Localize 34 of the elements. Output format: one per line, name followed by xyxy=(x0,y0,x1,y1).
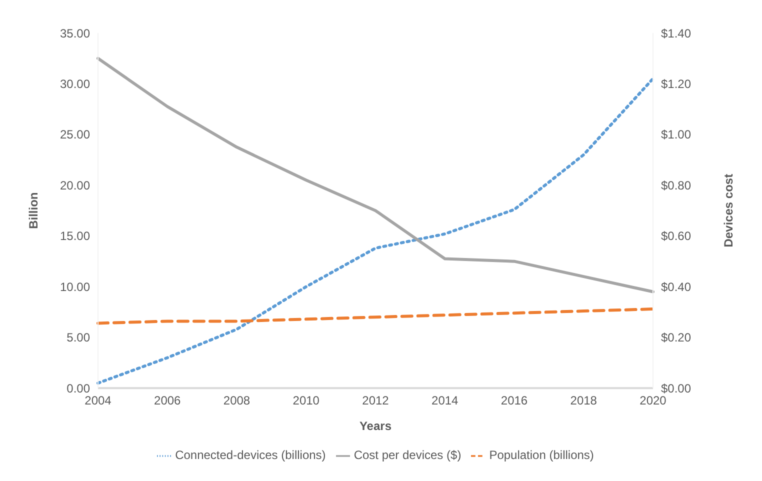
y2-tick-label: $0.00 xyxy=(661,381,692,396)
x-tick-label: 2004 xyxy=(84,394,112,408)
y-tick-label: 25.00 xyxy=(60,128,90,142)
y2-tick-label: $0.60 xyxy=(661,229,692,244)
legend-label: Cost per devices ($) xyxy=(354,448,462,462)
y2-tick-label: $1.20 xyxy=(661,77,692,91)
x-tick-label: 2016 xyxy=(500,394,528,408)
y2-tick-label: $1.40 xyxy=(661,26,692,40)
x-tick-label: 2006 xyxy=(154,394,182,408)
y-axis-title: Billion xyxy=(26,192,40,229)
y2-tick-label: $0.40 xyxy=(661,280,692,294)
legend-label: Population (billions) xyxy=(489,448,594,462)
x-tick-label: 2018 xyxy=(570,394,598,408)
y2-tick-label: $0.80 xyxy=(661,178,692,192)
y-tick-label: 30.00 xyxy=(60,77,90,91)
x-tick-label: 2010 xyxy=(292,394,320,408)
y-tick-label: 0.00 xyxy=(66,381,90,396)
x-tick-label: 2020 xyxy=(640,394,667,408)
x-tick-label: 2012 xyxy=(362,394,390,408)
y-tick-label: 35.00 xyxy=(60,26,90,40)
x-tick-label: 2008 xyxy=(223,394,250,408)
x-axis-title: Years xyxy=(359,419,392,434)
y-tick-label: 15.00 xyxy=(60,229,90,244)
y-tick-label: 5.00 xyxy=(66,330,90,345)
line-series xyxy=(96,77,654,385)
y-tick-label: 20.00 xyxy=(60,178,90,192)
legend-label: Connected-devices (billions) xyxy=(175,448,326,462)
line-series xyxy=(96,308,654,325)
y2-tick-label: $1.00 xyxy=(661,128,692,142)
line-series xyxy=(96,56,654,294)
y-tick-label: 10.00 xyxy=(60,280,90,294)
y2-tick-label: $0.20 xyxy=(661,330,692,345)
y2-axis-title: Devices cost xyxy=(721,174,736,248)
x-tick-label: 2014 xyxy=(432,394,459,408)
